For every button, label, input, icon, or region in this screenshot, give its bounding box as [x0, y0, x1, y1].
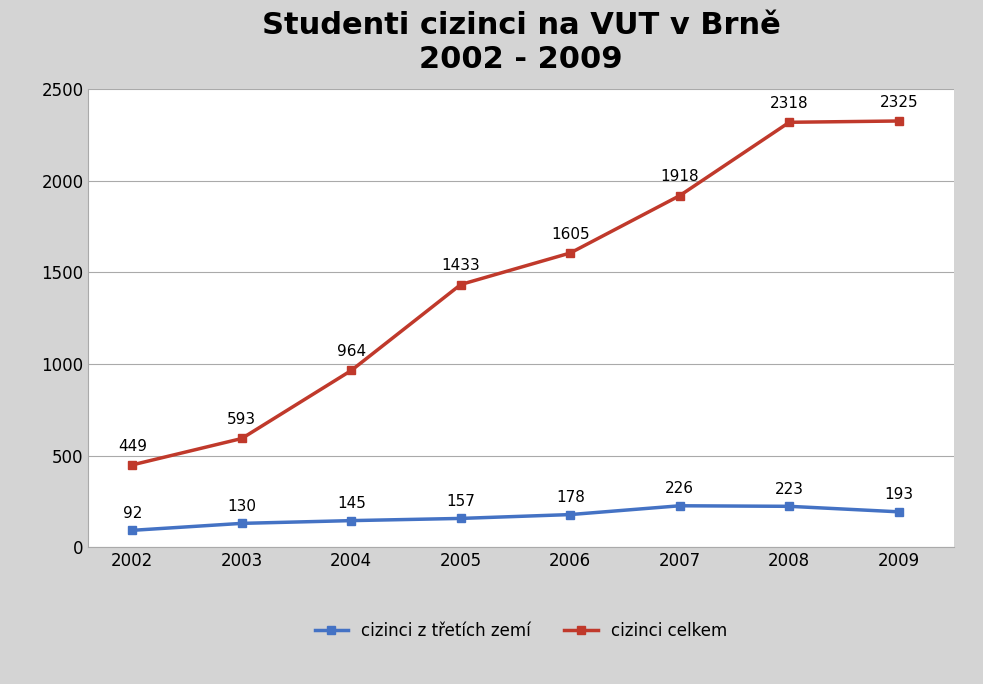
Text: 223: 223: [775, 482, 804, 497]
cizinci z třetích zemí: [127, 526, 139, 534]
cizinci z třetích zemí: [236, 519, 248, 527]
Text: 449: 449: [118, 438, 146, 453]
cizinci z třetích zemí: [455, 514, 467, 523]
cizinci celkem: [127, 461, 139, 469]
cizinci celkem: [455, 280, 467, 289]
Line: cizinci celkem: cizinci celkem: [128, 117, 903, 469]
Text: 1433: 1433: [441, 259, 480, 274]
cizinci z třetích zemí: [783, 502, 795, 510]
cizinci celkem: [893, 117, 904, 125]
Text: 178: 178: [555, 490, 585, 505]
Text: 1605: 1605: [550, 227, 590, 242]
cizinci celkem: [674, 192, 686, 200]
Text: 157: 157: [446, 494, 475, 509]
Text: 130: 130: [227, 499, 257, 514]
Text: 964: 964: [337, 344, 366, 359]
Line: cizinci z třetích zemí: cizinci z třetích zemí: [128, 501, 903, 534]
Text: 1918: 1918: [661, 170, 699, 185]
Text: 92: 92: [123, 505, 142, 521]
cizinci celkem: [783, 118, 795, 127]
cizinci celkem: [345, 367, 357, 375]
Text: 193: 193: [884, 487, 913, 502]
cizinci z třetích zemí: [564, 510, 576, 518]
Text: 593: 593: [227, 412, 257, 428]
Text: 2318: 2318: [770, 96, 809, 111]
cizinci z třetích zemí: [345, 516, 357, 525]
cizinci z třetích zemí: [674, 501, 686, 510]
Text: 226: 226: [665, 481, 694, 496]
cizinci z třetích zemí: [893, 508, 904, 516]
Title: Studenti cizinci na VUT v Brně
2002 - 2009: Studenti cizinci na VUT v Brně 2002 - 20…: [261, 12, 781, 74]
Text: 145: 145: [337, 496, 366, 511]
Text: 2325: 2325: [880, 95, 918, 110]
cizinci celkem: [236, 434, 248, 443]
cizinci celkem: [564, 249, 576, 257]
Legend: cizinci z třetích zemí, cizinci celkem: cizinci z třetích zemí, cizinci celkem: [315, 622, 727, 640]
